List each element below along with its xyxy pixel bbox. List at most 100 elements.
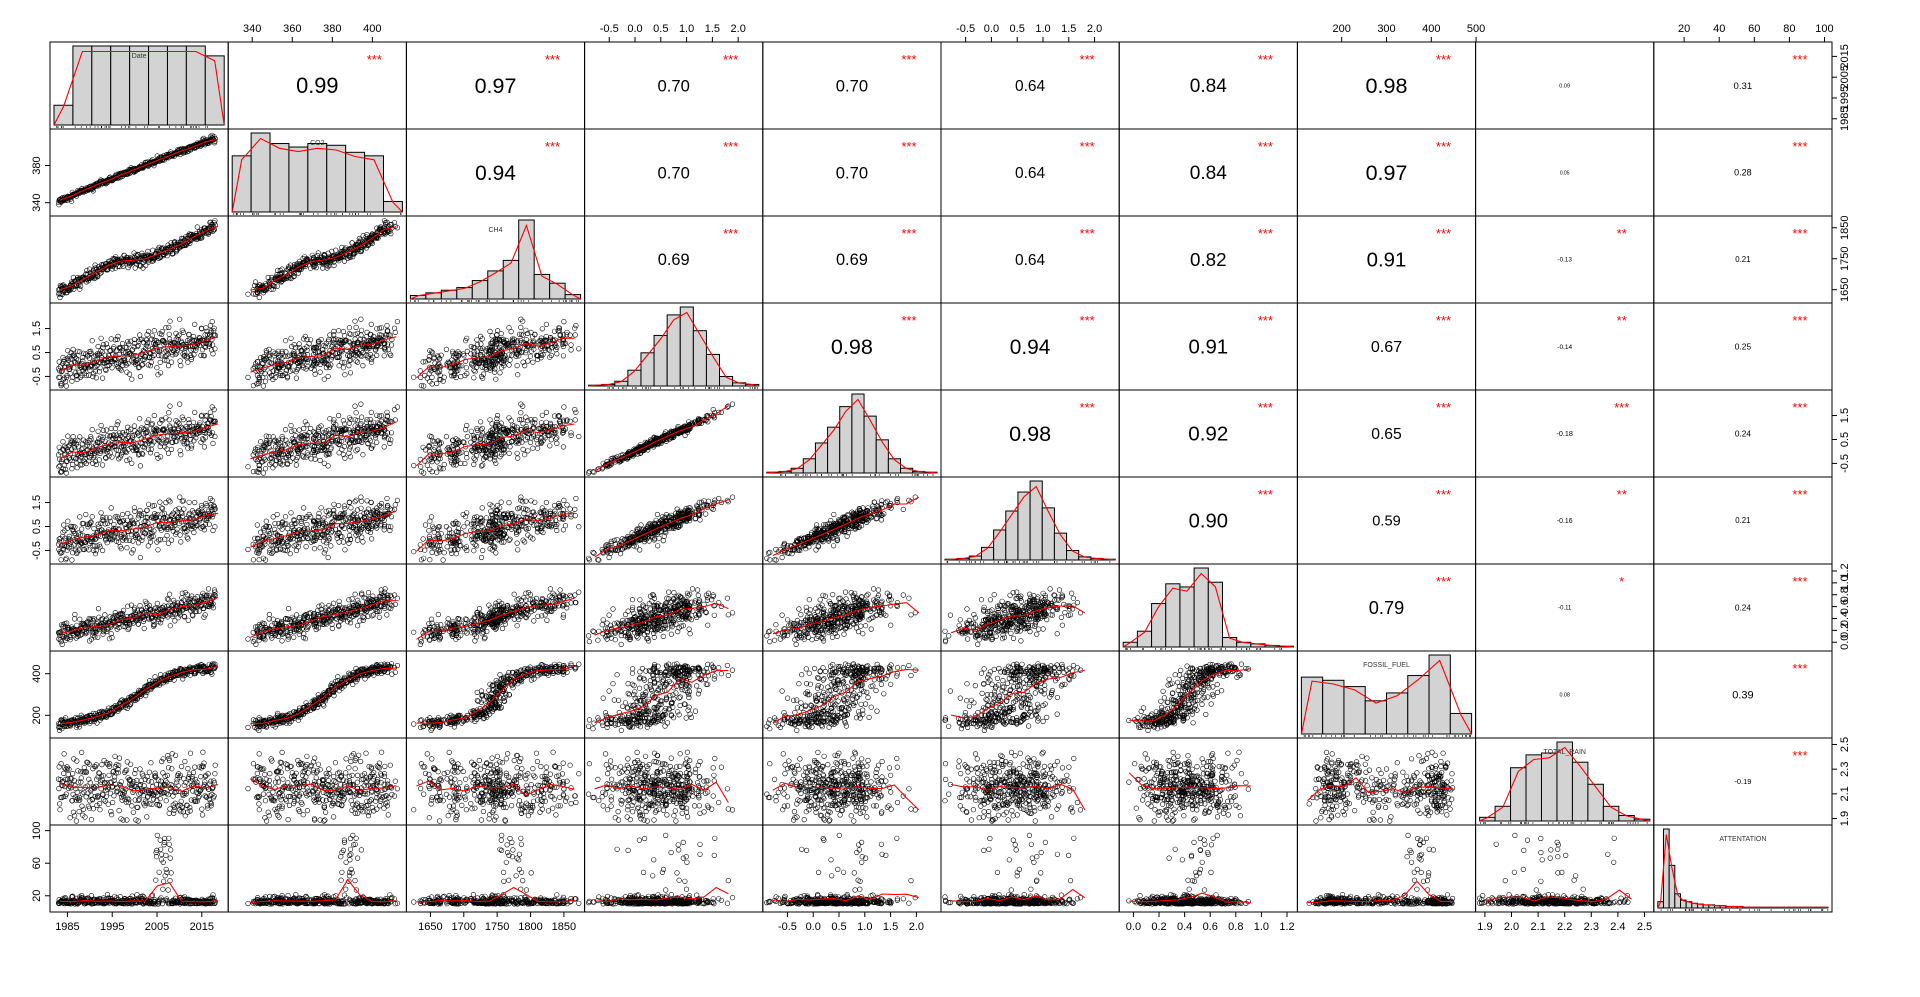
scatter-point <box>494 377 499 382</box>
correlation-value: 0.64 <box>1015 165 1046 182</box>
scatter-point <box>152 328 157 333</box>
significance-stars: *** <box>1436 313 1451 328</box>
significance-stars: *** <box>723 139 738 154</box>
scatter-point <box>316 251 321 256</box>
scatter-point <box>374 440 379 445</box>
scatter-point <box>116 420 121 425</box>
scatter-point <box>369 322 374 327</box>
correlation-value: 0.70 <box>836 76 868 95</box>
scatter-point <box>297 428 302 433</box>
panel-r1-c1: CO2 <box>228 129 406 216</box>
scatter-point <box>473 369 478 374</box>
panel-r2-c9: 0.21*** <box>1654 216 1832 303</box>
significance-stars: *** <box>901 139 916 154</box>
scatter-point <box>211 352 216 357</box>
panel-r2-c4: 0.69*** <box>763 216 941 303</box>
scatter-point <box>730 402 735 407</box>
scatter-point <box>442 462 447 467</box>
histogram-bar <box>519 220 534 299</box>
significance-stars: *** <box>545 139 560 154</box>
histogram-bar <box>803 459 815 473</box>
scatter-point <box>294 376 299 381</box>
histogram-bar <box>667 315 680 386</box>
significance-stars: *** <box>1080 313 1095 328</box>
significance-stars: *** <box>1258 400 1273 415</box>
scatter-point <box>535 446 540 451</box>
scatter-point <box>340 447 345 452</box>
scatter-point <box>136 541 141 546</box>
scatter-point <box>87 548 92 553</box>
scatter-point <box>347 363 352 368</box>
scatter-point <box>569 343 574 348</box>
scatter-point <box>464 366 469 371</box>
scatter-point <box>359 317 364 322</box>
scatter-point <box>101 342 106 347</box>
scatter-point <box>569 348 574 353</box>
scatter-point <box>548 444 553 449</box>
scatter-point <box>495 413 500 418</box>
histogram-bar <box>472 281 487 299</box>
panel-r1-c5: 0.64 *** <box>941 129 1119 216</box>
scatter-point <box>177 402 182 407</box>
significance-stars: *** <box>1436 52 1451 67</box>
scatter-point <box>138 508 143 513</box>
correlation-value: 0.98 <box>1365 73 1407 98</box>
scatter-point <box>192 322 197 327</box>
histogram-bar <box>149 46 168 125</box>
scatter-point <box>61 439 66 444</box>
scatter-point <box>179 540 184 545</box>
panel-r2-c2: CH4 <box>406 216 584 303</box>
scatter-point <box>61 523 66 528</box>
scatter-point <box>427 354 432 359</box>
scatter-point <box>283 338 288 343</box>
scatter-point <box>519 325 524 330</box>
scatter-point <box>342 259 347 264</box>
scatter-point <box>344 348 349 353</box>
scatter-point <box>444 347 449 352</box>
scatter-point <box>75 465 80 470</box>
scatter-point <box>382 445 387 450</box>
correlation-value: 0.70 <box>836 163 868 182</box>
scatter-point <box>479 464 484 469</box>
histogram-bar <box>628 370 641 386</box>
scatter-point <box>140 538 145 543</box>
significance-stars: *** <box>1080 52 1095 67</box>
panel-r2-c0 <box>50 216 228 303</box>
scatter-point <box>127 457 132 462</box>
scatter-point <box>163 524 168 529</box>
significance-stars: *** <box>1080 139 1095 154</box>
scatter-point <box>169 360 174 365</box>
correlation-value: 0.98 <box>1009 421 1051 446</box>
histogram-bar <box>73 46 92 125</box>
panel-r0-c3: 0.70*** <box>585 42 763 129</box>
correlation-value: -0.18 <box>1557 429 1573 438</box>
scatter-point <box>292 428 297 433</box>
panel-r3-c8: -0.14** <box>1476 303 1654 390</box>
histogram-bar <box>232 156 251 212</box>
scatter-point <box>297 342 302 347</box>
scatter-point <box>70 466 75 471</box>
histogram-bar <box>346 152 365 212</box>
significance-stars: *** <box>901 226 916 241</box>
scatter-point <box>577 434 582 439</box>
scatter-point <box>76 543 81 548</box>
panel-r2-c7: 0.91*** <box>1297 216 1475 303</box>
scatter-point <box>347 325 352 330</box>
scatter-point <box>110 455 115 460</box>
scatter-point <box>136 343 141 348</box>
scatter-point <box>573 326 578 331</box>
significance-stars: *** <box>723 226 738 241</box>
panel-r4-c5: 0.98*** <box>941 390 1119 477</box>
panel-r0-c6: 0.84*** <box>1119 42 1297 129</box>
correlation-value: 0.97 <box>1366 161 1408 185</box>
scatter-point <box>104 428 109 433</box>
scatter-point <box>164 416 169 421</box>
scatter-point <box>167 410 172 415</box>
scatter-point <box>418 464 423 469</box>
scatter-point <box>348 371 353 376</box>
scatter-point <box>77 548 82 553</box>
scatter-point <box>90 338 95 343</box>
scatter-point <box>472 345 477 350</box>
scatter-point <box>555 441 560 446</box>
panel-r2-c8: -0.13** <box>1476 216 1654 303</box>
